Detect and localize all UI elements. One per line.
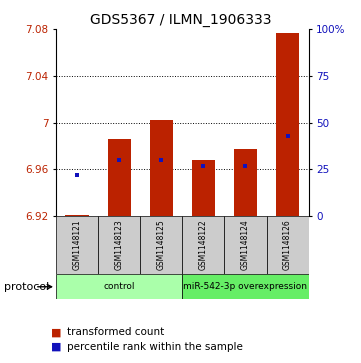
Text: GDS5367 / ILMN_1906333: GDS5367 / ILMN_1906333 [90, 13, 271, 27]
Text: transformed count: transformed count [67, 327, 164, 337]
Text: GSM1148124: GSM1148124 [241, 220, 250, 270]
Bar [108, 139, 131, 216]
Bar [276, 33, 299, 216]
Text: ■: ■ [51, 342, 61, 352]
Bar [192, 160, 215, 216]
Bar [65, 215, 88, 216]
Bar [266, 216, 309, 274]
Text: GSM1148122: GSM1148122 [199, 220, 208, 270]
Text: GSM1148121: GSM1148121 [73, 220, 82, 270]
Bar [56, 216, 98, 274]
Text: control: control [103, 282, 135, 291]
Text: GSM1148126: GSM1148126 [283, 220, 292, 270]
Bar [150, 120, 173, 216]
Bar [56, 274, 182, 299]
Text: GSM1148125: GSM1148125 [157, 220, 166, 270]
Bar [234, 150, 257, 216]
Text: protocol: protocol [4, 282, 49, 292]
Bar [225, 216, 266, 274]
Text: miR-542-3p overexpression: miR-542-3p overexpression [183, 282, 308, 291]
Bar [98, 216, 140, 274]
Text: ■: ■ [51, 327, 61, 337]
Text: percentile rank within the sample: percentile rank within the sample [67, 342, 243, 352]
Bar [182, 216, 225, 274]
Text: GSM1148123: GSM1148123 [115, 220, 123, 270]
Bar [182, 274, 309, 299]
Bar [140, 216, 182, 274]
